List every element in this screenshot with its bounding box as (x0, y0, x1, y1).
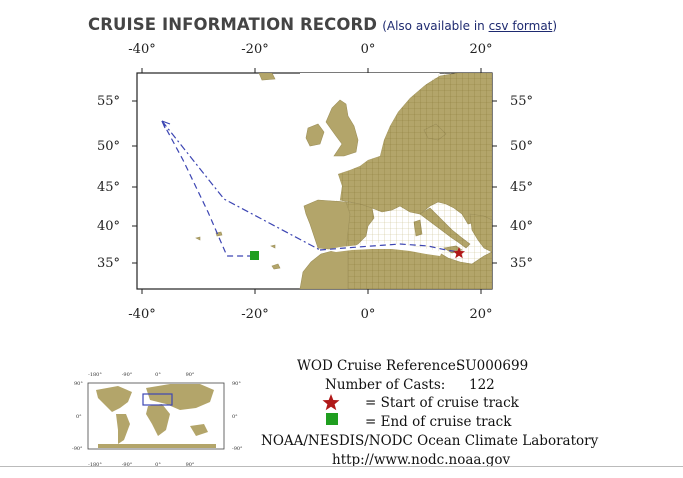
minimap-lat-label: 0° (76, 414, 82, 420)
casts-value: 122 (469, 377, 495, 393)
end-square-icon (250, 251, 259, 260)
lat-label-left: 35° (97, 256, 120, 271)
lat-label-left: 55° (97, 94, 120, 109)
end-label: = End of cruise track (365, 414, 512, 430)
lon-label-bottom: -20° (241, 307, 268, 322)
start-label: = Start of cruise track (365, 395, 520, 411)
madeira-island (270, 244, 276, 249)
page-title: CRUISE INFORMATION RECORD (88, 15, 378, 34)
legend-star-icon (322, 394, 340, 411)
minimap-lat-label: 90° (232, 381, 241, 387)
minimap-lon-label: -180° (88, 462, 102, 468)
lat-label-right: 55° (510, 94, 533, 109)
land-masses (195, 73, 492, 289)
lon-label-bottom: 0° (361, 307, 376, 322)
minimap-lon-label: 0° (155, 372, 161, 378)
minimap-lat-label: 90° (74, 381, 83, 387)
lon-label-top: 20° (469, 42, 492, 57)
csv-format-link[interactable]: csv format (488, 19, 553, 33)
lon-label-top: 0° (361, 42, 376, 57)
lat-label-left: 45° (97, 180, 120, 195)
cruise-reference-label: WOD Cruise Reference: (297, 358, 460, 374)
lat-label-left: 50° (97, 139, 120, 154)
lon-label-top: -40° (128, 42, 155, 57)
lat-label-right: 45° (510, 180, 533, 195)
iceland-land (258, 73, 276, 81)
britain-overlay (325, 99, 359, 157)
minimap-lon-label: -90° (122, 372, 133, 378)
cruise-track (161, 120, 460, 257)
lat-label-right: 35° (510, 256, 533, 271)
mediterranean-sea (326, 243, 442, 256)
lat-label-right: 50° (510, 139, 533, 154)
minimap-lat-label: -90° (232, 446, 243, 452)
minimap-lat-label: -90° (72, 446, 83, 452)
track-segment-1 (161, 120, 321, 251)
bottom-divider (0, 466, 683, 467)
tick-marks (132, 68, 497, 294)
ireland-overlay (305, 123, 325, 147)
world-minimap: -180° -90° 0° 90° -180° -90° 0° 90° 90° … (72, 372, 243, 468)
minimap-lon-label: 90° (186, 372, 195, 378)
lon-label-bottom: -40° (128, 307, 155, 322)
page-header: CRUISE INFORMATION RECORD (Also availabl… (88, 15, 557, 34)
track-segment-2 (161, 120, 254, 257)
organization-url: http://www.nodc.noaa.gov (332, 452, 510, 468)
lat-label-left: 40° (97, 219, 120, 234)
canary-islands (271, 263, 281, 270)
azores-island-2 (195, 236, 201, 241)
legend: WOD Cruise Reference: SU000699 Number of… (261, 358, 599, 468)
morocco-overlay (299, 248, 349, 289)
minimap-lon-label: 90° (186, 462, 195, 468)
minimap-land (96, 384, 216, 448)
csv-note-prefix: (Also available in (382, 19, 489, 33)
cruise-reference-value: SU000699 (456, 358, 528, 374)
casts-label: Number of Casts: (325, 377, 445, 393)
lon-label-bottom: 20° (469, 307, 492, 322)
csv-note-suffix: ) (552, 19, 558, 33)
start-star-icon (453, 247, 465, 259)
minimap-lon-label: 0° (155, 462, 161, 468)
organization-name: NOAA/NESDIS/NODC Ocean Climate Laborator… (261, 433, 599, 449)
minimap-lat-label: 0° (232, 414, 238, 420)
minimap-lon-label: -90° (122, 462, 133, 468)
lat-label-right: 40° (510, 219, 533, 234)
track-segment-3 (319, 243, 460, 253)
csv-note: (Also available in csv format) (382, 19, 557, 33)
minimap-region-box (142, 393, 173, 406)
lon-label-top: -20° (241, 42, 268, 57)
minimap-lon-label: -180° (88, 372, 102, 378)
legend-square-icon (326, 413, 338, 425)
track-arrow (161, 120, 171, 129)
